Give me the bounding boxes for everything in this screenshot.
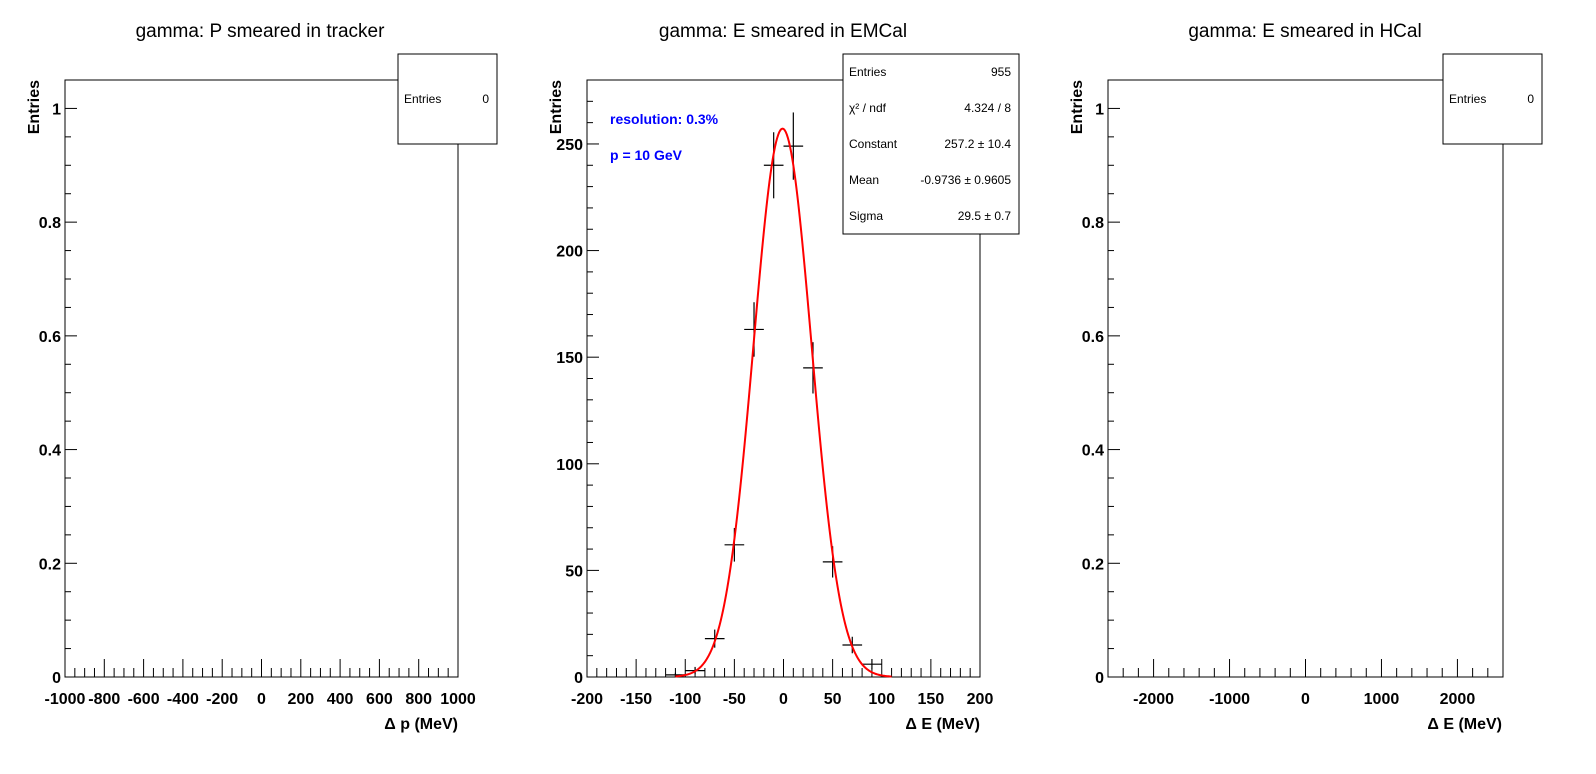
x-tick-label: 100 bbox=[868, 691, 895, 708]
y-axis-label: Entries bbox=[1069, 80, 1086, 134]
x-tick-label: -800 bbox=[88, 691, 120, 708]
panel-tracker: gamma: P smeared in tracker -1000 -800 -60… bbox=[26, 21, 498, 733]
y-tick-label: 150 bbox=[556, 350, 583, 367]
axes: -2000 -1000 0 1000 2000 0 0.2 0.4 0.6 0.8 1 bbox=[1082, 79, 1504, 708]
x-tick-label: 200 bbox=[287, 691, 314, 708]
x-tick-label: 150 bbox=[918, 691, 945, 708]
x-tick-label: 200 bbox=[967, 691, 994, 708]
stats-value: 955 bbox=[991, 65, 1011, 79]
panel-hcal: gamma: E smeared in HCal -2000 -1000 0 1000… bbox=[1069, 21, 1543, 733]
y-tick-label: 0 bbox=[52, 670, 61, 687]
stats-box: Entries 0 bbox=[397, 53, 498, 145]
axes: -1000 -800 -600 -400 -200 0 200 400 600 800 1000 0 0… bbox=[39, 79, 476, 708]
annotation-resolution: resolution: 0.3% bbox=[610, 111, 719, 127]
y-tick-label: 0.8 bbox=[1082, 215, 1104, 232]
panel-emcal: gamma: E smeared in EMCal -200 -150 -100 -5… bbox=[548, 21, 1020, 733]
y-tick-label: 0.6 bbox=[39, 329, 61, 346]
x-tick-label: -200 bbox=[571, 691, 603, 708]
x-tick-label: -1000 bbox=[1209, 691, 1250, 708]
y-tick-label: 0 bbox=[574, 670, 583, 687]
x-tick-label: 800 bbox=[405, 691, 432, 708]
y-tick-label: 0.2 bbox=[1082, 556, 1104, 573]
stats-box: Entries 955 χ² / ndf 4.324 / 8 Constant 257.2… bbox=[842, 53, 1020, 235]
stats-label: Entries bbox=[1449, 92, 1486, 106]
x-tick-label: 2000 bbox=[1440, 691, 1476, 708]
annotation-momentum: p = 10 GeV bbox=[610, 147, 683, 163]
stats-box-frame bbox=[842, 53, 1020, 235]
x-tick-label: 50 bbox=[824, 691, 842, 708]
x-tick-label: 0 bbox=[1301, 691, 1310, 708]
panel-title: gamma: E smeared in HCal bbox=[1188, 21, 1421, 42]
stats-label: Entries bbox=[404, 92, 441, 106]
y-axis-label: Entries bbox=[548, 80, 565, 134]
y-tick-label: 250 bbox=[556, 137, 583, 154]
data-point bbox=[763, 132, 784, 199]
plot-frame bbox=[64, 79, 459, 678]
stats-box: Entries 0 bbox=[1442, 53, 1543, 145]
x-tick-label: 1000 bbox=[1364, 691, 1400, 708]
plot-frame bbox=[1107, 79, 1504, 678]
stats-label: Entries bbox=[849, 65, 886, 79]
stats-label: χ² / ndf bbox=[849, 101, 887, 115]
stats-value: 0 bbox=[482, 92, 489, 106]
panel-title: gamma: E smeared in EMCal bbox=[659, 21, 907, 42]
stats-value: 4.324 / 8 bbox=[964, 101, 1011, 115]
y-axis-label: Entries bbox=[26, 80, 43, 134]
y-tick-label: 200 bbox=[556, 244, 583, 261]
stats-label: Mean bbox=[849, 173, 879, 187]
x-axis-label: Δ p (MeV) bbox=[384, 716, 458, 733]
y-tick-label: 0.8 bbox=[39, 215, 61, 232]
x-tick-label: -2000 bbox=[1133, 691, 1174, 708]
stats-box-frame bbox=[397, 53, 498, 145]
x-tick-label: -200 bbox=[206, 691, 238, 708]
fit-curve-group bbox=[675, 127, 892, 678]
gaussian-fit-curve bbox=[675, 127, 892, 678]
stats-value: 29.5 ± 0.7 bbox=[958, 209, 1012, 223]
x-tick-label: -600 bbox=[128, 691, 160, 708]
x-tick-label: -50 bbox=[723, 691, 746, 708]
y-tick-label: 0.6 bbox=[1082, 329, 1104, 346]
data-point bbox=[862, 658, 882, 670]
stats-value: 257.2 ± 10.4 bbox=[944, 137, 1011, 151]
stats-value: 0 bbox=[1527, 92, 1534, 106]
y-tick-label: 0 bbox=[1095, 670, 1104, 687]
stats-label: Constant bbox=[849, 137, 898, 151]
y-tick-label: 100 bbox=[556, 457, 583, 474]
panel-title: gamma: P smeared in tracker bbox=[136, 21, 386, 42]
x-tick-label: -400 bbox=[167, 691, 199, 708]
x-tick-label: 0 bbox=[779, 691, 788, 708]
stats-box-frame bbox=[1442, 53, 1543, 145]
x-tick-label: 600 bbox=[366, 691, 393, 708]
x-tick-label: -1000 bbox=[45, 691, 86, 708]
axes: -200 -150 -100 -50 0 50 100 150 200 0 50 100 150 200 2… bbox=[556, 79, 994, 708]
x-axis-label: Δ E (MeV) bbox=[1427, 716, 1502, 733]
y-tick-label: 1 bbox=[1095, 101, 1104, 118]
y-tick-label: 0.2 bbox=[39, 556, 61, 573]
y-tick-label: 50 bbox=[565, 563, 583, 580]
stats-label: Sigma bbox=[849, 209, 883, 223]
y-tick-label: 0.4 bbox=[39, 443, 61, 460]
x-tick-label: 1000 bbox=[440, 691, 476, 708]
y-tick-label: 0.4 bbox=[1082, 443, 1104, 460]
x-tick-label: 0 bbox=[257, 691, 266, 708]
stats-value: -0.9736 ± 0.9605 bbox=[920, 173, 1011, 187]
x-axis-label: Δ E (MeV) bbox=[905, 716, 980, 733]
y-tick-label: 1 bbox=[52, 101, 61, 118]
x-tick-label: 400 bbox=[327, 691, 354, 708]
x-tick-label: -150 bbox=[620, 691, 652, 708]
x-tick-label: -100 bbox=[669, 691, 701, 708]
